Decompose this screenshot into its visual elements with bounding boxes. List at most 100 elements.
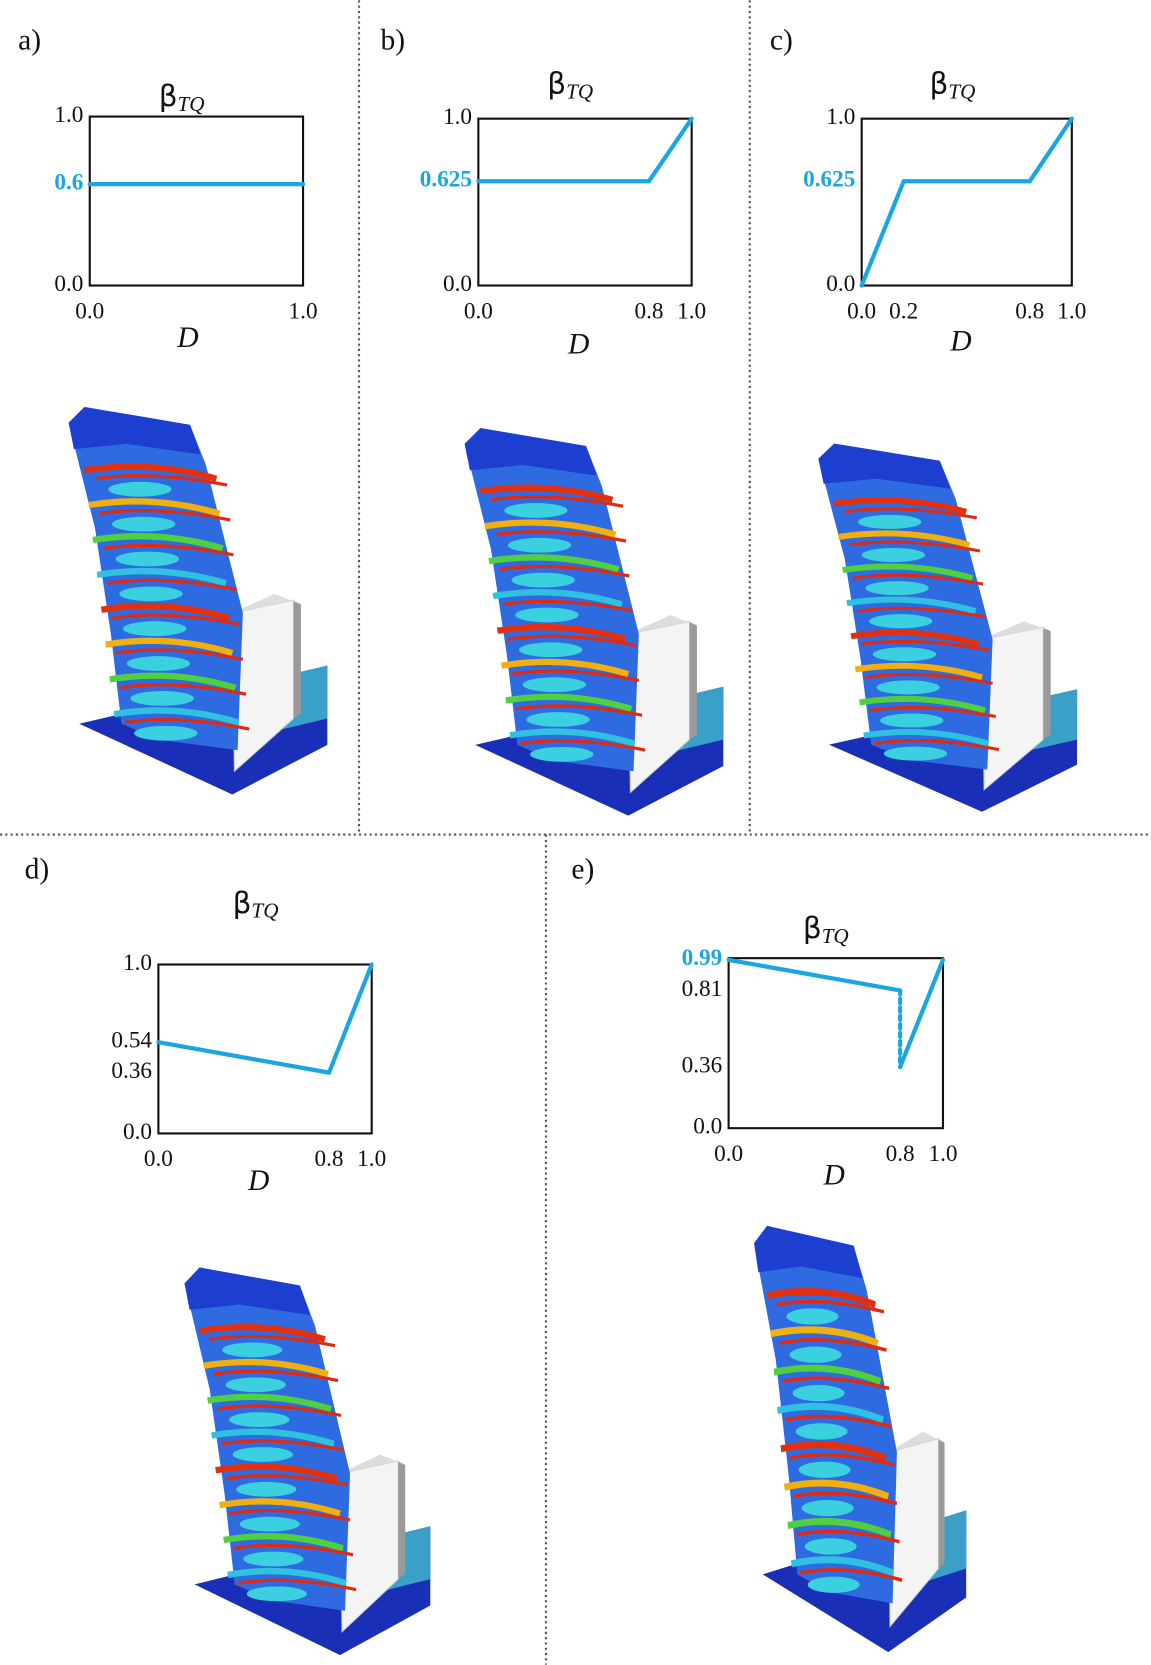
patch [519,642,583,658]
patch [134,725,198,741]
panel-label: b) [381,24,406,56]
band [213,1369,339,1383]
tower-cap [754,1225,863,1279]
band [96,567,227,587]
band [799,1568,903,1582]
block-side [938,1438,945,1569]
band [115,648,244,661]
band [225,1474,348,1487]
chart-title: βTQ [233,886,279,923]
band [842,563,974,581]
band [837,530,971,548]
x-tick-label: 0.8 [634,298,663,324]
band [509,728,636,747]
band [863,728,990,747]
x-tick-label: 1.0 [928,1141,957,1167]
band [233,1543,354,1557]
patch [246,1586,307,1602]
patch [792,1384,845,1402]
band [223,1533,344,1552]
x-tick-label: 0.0 [144,1146,173,1172]
band [105,637,234,657]
title-subscript: TQ [566,79,593,103]
band [869,706,997,718]
patch [807,1576,860,1593]
plot-frame [727,957,945,1130]
band [211,1428,335,1447]
patch [119,586,183,602]
x-tick-label: 0.0 [75,298,104,324]
x-tick-label: 0.8 [315,1146,344,1172]
band [227,1567,347,1587]
band [199,1323,326,1343]
patch [865,581,929,596]
patch [869,614,933,629]
line-segment [326,962,374,1075]
patch [229,1412,290,1428]
band [229,1508,351,1522]
y-tick-label: 0.81 [682,976,723,1002]
patch [115,551,179,567]
panel-label: d) [25,853,50,885]
block-side [293,600,301,719]
band [790,1556,895,1577]
band [854,662,983,681]
patch [507,537,572,553]
band [516,704,643,717]
band [777,1402,884,1424]
patch [239,1516,300,1532]
x-tick-label: 0.0 [714,1141,743,1167]
title-subscript: TQ [178,92,205,116]
panel-label: e) [571,853,594,885]
x-tick-label: 1.0 [677,298,706,324]
patch [789,1346,842,1363]
band [237,1578,357,1592]
band [99,508,231,522]
band [88,498,221,517]
band [100,602,231,622]
x-tick-label: 0.8 [886,1141,915,1167]
band [111,613,241,627]
band [215,1463,338,1482]
band [92,533,224,552]
y-tick-label: 0.0 [693,1113,722,1139]
band [778,1338,887,1352]
band [221,1439,345,1452]
patch [111,516,176,532]
band [770,1326,879,1347]
tower-cap [818,443,951,489]
patch [801,1499,854,1517]
band [492,589,623,608]
band [857,606,987,619]
y-tick-label: 1.0 [54,102,83,128]
patch [222,1342,283,1358]
y-tick-label: 0.99 [682,945,723,971]
patch [786,1308,839,1325]
band [785,1414,892,1429]
block-top [628,614,697,634]
line-segment [897,957,946,1070]
band [103,543,234,557]
block-side [398,1460,406,1580]
band [488,554,620,573]
y-tick-label: 0.625 [803,167,855,193]
band [120,683,247,696]
patch [876,680,940,695]
patch [108,481,172,497]
x-tick-label: 0.8 [1015,298,1044,324]
plot-frame [477,117,693,287]
simulation-image [818,443,1078,812]
y-tick-label: 0.36 [682,1052,723,1078]
line-segment [859,179,906,288]
y-tick-label: 0.6 [54,169,83,195]
x-axis-label: D [567,329,589,361]
patch [504,503,568,518]
patch [880,713,944,728]
x-tick-label: 1.0 [1057,298,1086,324]
band [852,573,984,586]
band [511,669,640,682]
band [495,530,627,543]
band [484,519,617,538]
band [766,1287,877,1309]
